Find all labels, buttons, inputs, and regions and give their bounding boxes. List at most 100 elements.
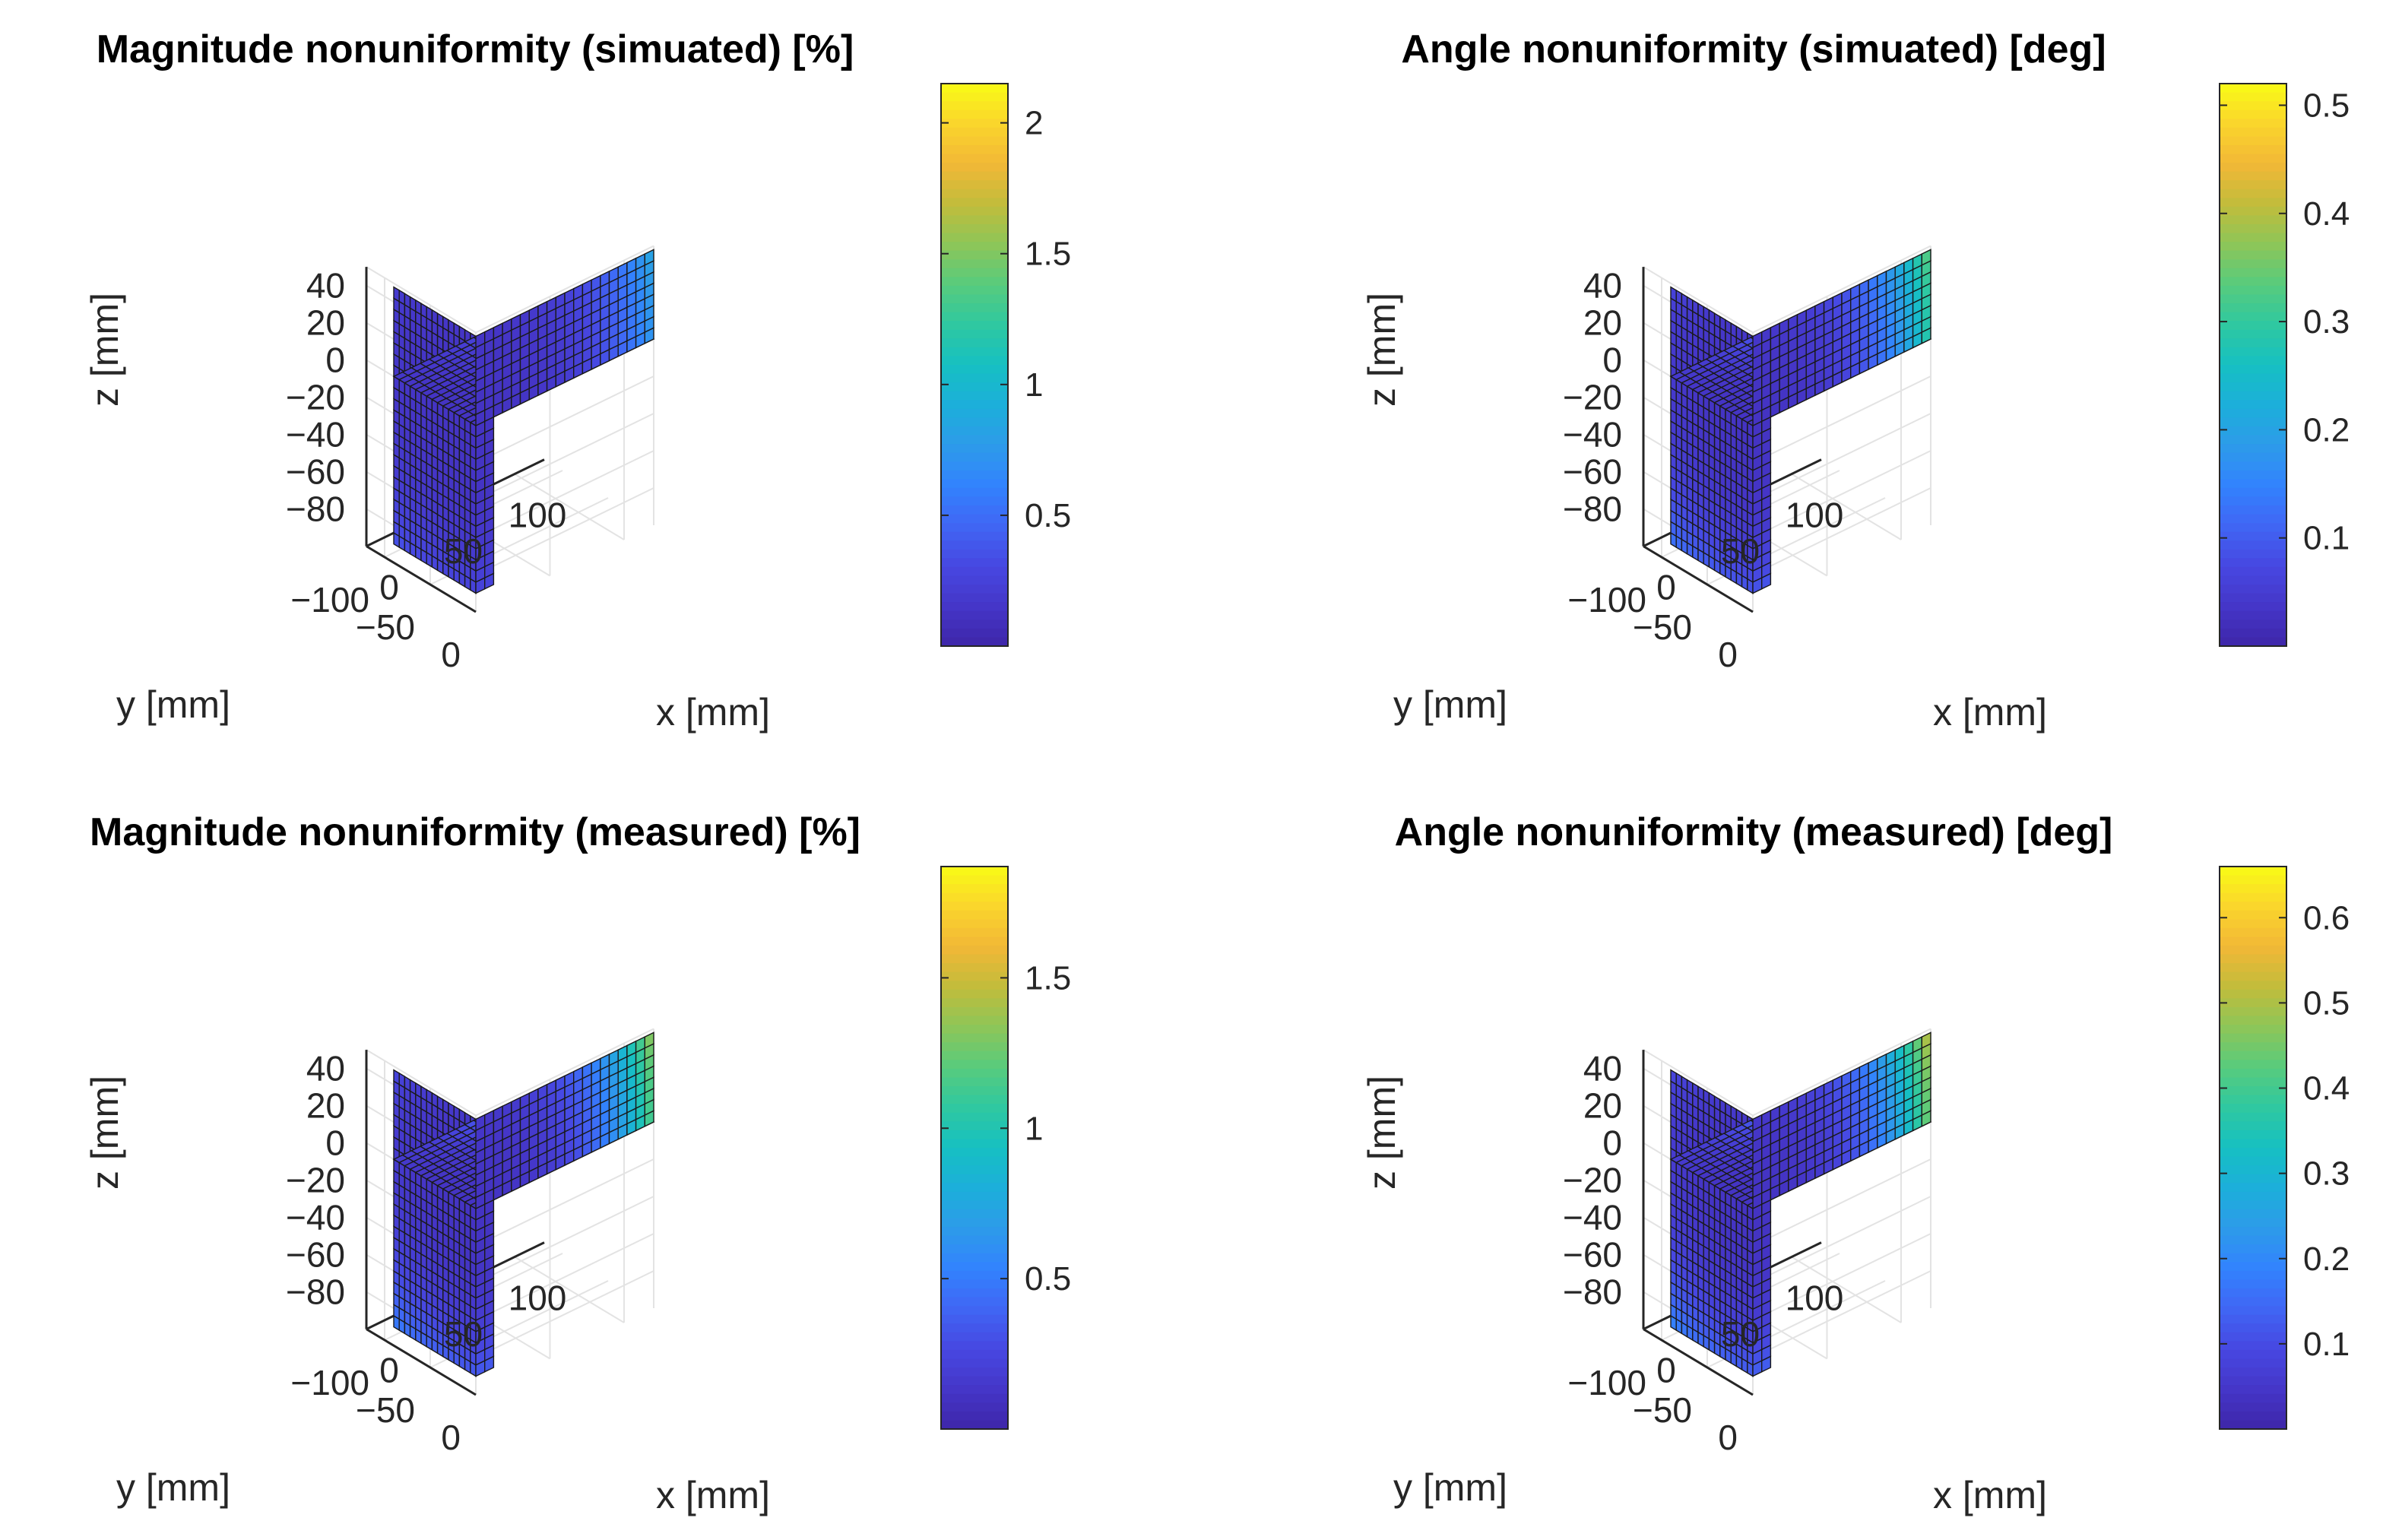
surface-cell <box>436 1095 444 1112</box>
colorbar-segment <box>941 347 1008 357</box>
colorbar-segment <box>2220 628 2286 638</box>
colorbar-segment <box>2220 259 2286 269</box>
colorbar-segment <box>941 321 1008 331</box>
colorbar-segment <box>941 505 1008 515</box>
surface-cell <box>1719 1098 1726 1115</box>
surface-cell <box>442 1098 449 1115</box>
colorbar-segment <box>941 1191 1008 1202</box>
colorbar-segment <box>941 400 1008 410</box>
colorbar-segment <box>941 1297 1008 1307</box>
z-tick-label: 20 <box>1583 1086 1622 1126</box>
colorbar-segment <box>2220 461 2286 471</box>
z-tick-label: 40 <box>306 266 345 306</box>
colorbar-tick-label: 1 <box>1025 1110 1043 1147</box>
colorbar-segment <box>941 1349 1008 1360</box>
colorbar-segment <box>2220 1402 2286 1412</box>
surface-cell <box>1692 1082 1699 1099</box>
colorbar-segment <box>2220 919 2286 929</box>
colorbar-segment <box>2220 1209 2286 1219</box>
surface-cell <box>1686 1079 1694 1095</box>
colorbar-segment <box>2220 189 2286 199</box>
colorbar-tick-label: 0.1 <box>2303 520 2350 557</box>
surface-cell <box>1670 286 1677 303</box>
colorbar-segment <box>2220 1235 2286 1245</box>
colorbar-segment <box>2220 1086 2286 1096</box>
colorbar-segment <box>2220 1191 2286 1202</box>
colorbar-segment <box>2220 496 2286 506</box>
y-tick-label: −50 <box>1633 607 1692 647</box>
surface-cell <box>644 1031 654 1049</box>
x-axis-label: x [mm] <box>1933 691 2047 734</box>
colorbar-tick-label: 0.4 <box>2303 195 2350 233</box>
colorbar-segment <box>2220 109 2286 120</box>
colorbar-segment <box>2220 1165 2286 1175</box>
x-tick-label: 100 <box>1786 1279 1844 1318</box>
colorbar-segment <box>2220 1349 2286 1360</box>
colorbar-segment <box>941 487 1008 498</box>
surface-cell <box>448 1101 455 1119</box>
colorbar-segment <box>2220 1104 2286 1114</box>
x-tick-label: 0 <box>1656 568 1676 607</box>
chart-panel-2: Angle nonuniformity (simuated) [deg] 4020… <box>1361 27 2350 734</box>
chart-panel-1: Magnitude nonuniformity (simuated) [%] 40… <box>84 27 1071 734</box>
surface-cell <box>420 1085 427 1102</box>
colorbar-segment <box>941 549 1008 559</box>
colorbar-segment <box>941 391 1008 401</box>
colorbar-segment <box>941 637 1008 647</box>
colorbar-frame <box>940 866 1009 1430</box>
colorbar-segment <box>941 593 1008 603</box>
colorbar-segment <box>2220 514 2286 524</box>
colorbar-segment <box>2220 373 2286 383</box>
colorbar-segment <box>941 927 1008 938</box>
surface-cell <box>453 1104 461 1122</box>
colorbar-segment <box>941 426 1008 436</box>
y-axis-label: y [mm] <box>1393 1466 1507 1509</box>
colorbar-segment <box>2220 1112 2286 1123</box>
colorbar-segment <box>2220 224 2286 234</box>
colorbar-segment <box>2220 1332 2286 1342</box>
colorbar-segment <box>2220 505 2286 515</box>
colorbar-segment <box>941 558 1008 568</box>
surface-cell <box>1692 299 1699 316</box>
chart-title: Magnitude nonuniformity (measured) [%] <box>90 810 860 854</box>
colorbar-segment <box>941 1104 1008 1114</box>
colorbar-tick-label: 1.5 <box>1025 236 1071 273</box>
colorbar-tick-label: 0.2 <box>2303 411 2350 448</box>
colorbar-segment <box>2220 127 2286 138</box>
colorbar-segment <box>941 585 1008 594</box>
colorbar-segment <box>2220 1068 2286 1079</box>
colorbar-segment <box>941 1025 1008 1035</box>
colorbar-segment <box>2220 1183 2286 1193</box>
colorbar-segment <box>2220 1218 2286 1228</box>
y-axis-label: y [mm] <box>116 683 230 726</box>
colorbar-segment <box>941 189 1008 199</box>
colorbar-segment <box>941 417 1008 427</box>
colorbar-segment <box>941 954 1008 964</box>
colorbar-segment <box>941 619 1008 629</box>
surface-cell <box>1675 1072 1683 1089</box>
colorbar-segment <box>941 303 1008 313</box>
z-tick-label: −20 <box>1563 378 1622 417</box>
z-tick-label: −20 <box>286 378 345 417</box>
chart-title: Magnitude nonuniformity (simuated) [%] <box>97 27 854 71</box>
colorbar-segment <box>2220 487 2286 498</box>
z-tick-label: −60 <box>1563 1235 1622 1275</box>
colorbar-tick-label: 0.3 <box>2303 1155 2350 1193</box>
y-tick-label: 0 <box>1718 1418 1738 1457</box>
colorbar-segment <box>2220 1016 2286 1025</box>
x-tick-label: 0 <box>1656 1351 1676 1390</box>
colorbar-segment <box>2220 347 2286 357</box>
z-tick-label: −60 <box>286 452 345 492</box>
colorbar-segment <box>941 610 1008 621</box>
colorbar: 1.5 1 0.5 <box>940 866 1071 1430</box>
surface-cell <box>1697 302 1704 319</box>
colorbar-segment <box>2220 1156 2286 1166</box>
colorbar-segment <box>2220 1288 2286 1298</box>
colorbar-segment <box>941 224 1008 234</box>
colorbar-segment <box>2220 417 2286 427</box>
colorbar-segment <box>2220 321 2286 331</box>
colorbar-segment <box>2220 303 2286 313</box>
z-tick-label: −80 <box>1563 490 1622 529</box>
colorbar-segment <box>941 628 1008 638</box>
colorbar-segment <box>941 250 1008 261</box>
